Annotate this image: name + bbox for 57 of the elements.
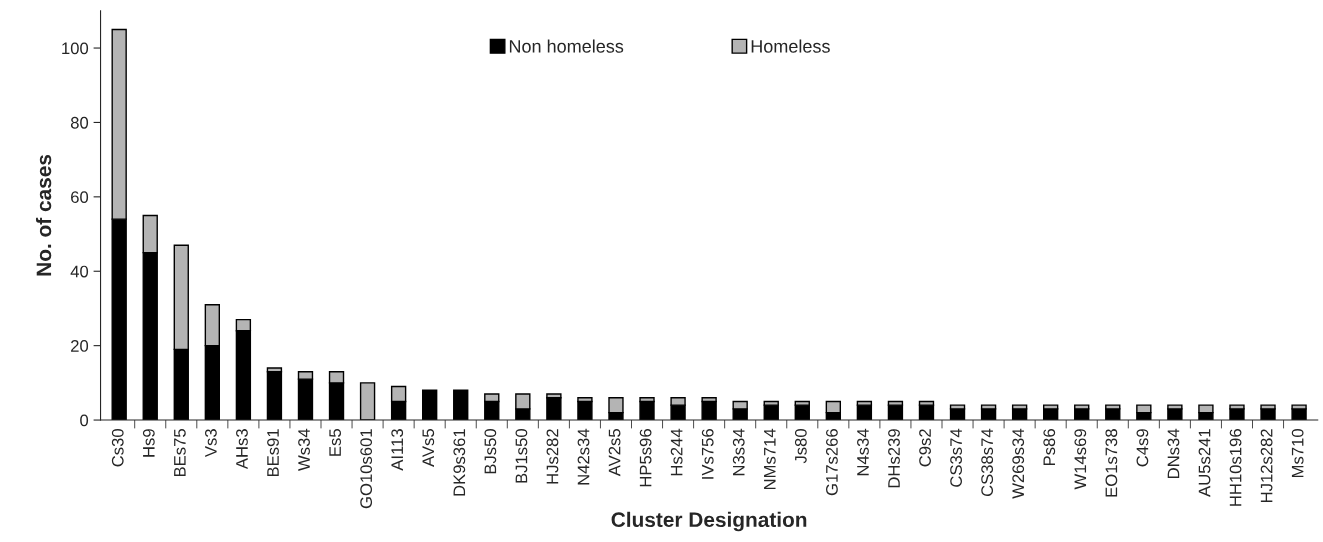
x-tick-label: BEs91 <box>267 429 279 477</box>
bar <box>266 370 283 421</box>
x-tick-label: DK9s361 <box>453 429 466 496</box>
legend-label: Non homeless <box>509 39 624 53</box>
x-tick-label: AU5s241 <box>1198 429 1211 497</box>
x-tick-label: NMs714 <box>764 428 776 490</box>
x-tick-label: CS3s74 <box>950 428 962 487</box>
x-tick-label: AI113 <box>391 429 404 471</box>
x-tick-label: HJs282 <box>546 429 559 484</box>
x-tick-label: Ws34 <box>298 428 310 471</box>
x-tick-label: DNs34 <box>1167 428 1180 478</box>
bar <box>359 382 376 421</box>
x-tick-label: DHs239 <box>888 429 900 488</box>
x-tick-label: AV2s5 <box>608 429 621 477</box>
y-tick-label: 80 <box>70 116 89 129</box>
x-tick-label: BJs50 <box>484 429 497 474</box>
x-axis-title: Cluster Designation <box>611 511 807 532</box>
x-tick-label: HJ12s282 <box>1260 429 1273 503</box>
x-tick-label: EO1s738 <box>1105 429 1118 497</box>
legend-label: Homeless <box>751 39 830 53</box>
x-tick-label: G17s266 <box>826 429 838 496</box>
y-tick-label: 60 <box>71 191 89 204</box>
x-tick-label: Ms710 <box>1291 429 1304 478</box>
x-tick-label: AVs5 <box>422 429 435 467</box>
bar <box>701 400 717 421</box>
x-tick-label: C4s9 <box>1136 429 1149 467</box>
x-tick-label: Ps86 <box>1043 429 1056 465</box>
x-tick-label: BEs75 <box>174 429 186 477</box>
y-tick-label: 100 <box>62 42 89 55</box>
x-tick-label: N4s34 <box>857 428 869 476</box>
x-tick-label: Cs30 <box>111 429 124 467</box>
bar <box>421 389 438 421</box>
bar <box>639 400 655 421</box>
x-tick-label: IVs756 <box>701 429 714 479</box>
y-tick-label: 0 <box>80 414 89 427</box>
x-tick-label: C9s2 <box>919 429 931 467</box>
x-tick-label: Hs9 <box>142 429 155 457</box>
x-tick-label: CS38s74 <box>981 428 994 497</box>
bar <box>577 400 593 421</box>
x-tick-label: HH10s196 <box>1229 429 1242 506</box>
bar <box>546 397 562 421</box>
x-tick-label: W14s69 <box>1074 429 1087 490</box>
x-tick-label: GO10s601 <box>360 429 373 509</box>
y-axis-title: No. of cases <box>35 154 52 276</box>
x-tick-label: Hs244 <box>670 428 683 476</box>
x-tick-label: N42s34 <box>577 428 590 485</box>
x-tick-label: BJ1s50 <box>515 429 528 483</box>
bar <box>453 389 469 421</box>
x-tick-label: Vs3 <box>205 429 217 458</box>
x-tick-label: Js80 <box>794 429 807 464</box>
x-tick-label: W269s34 <box>1012 428 1025 499</box>
x-tick-label: N3s34 <box>732 428 745 476</box>
y-tick-label: 20 <box>71 340 89 352</box>
x-tick-label: Es5 <box>329 429 341 456</box>
x-tick-label: AHs3 <box>236 429 248 470</box>
x-tick-label: HP5s96 <box>639 429 652 487</box>
y-tick-label: 40 <box>70 265 89 278</box>
